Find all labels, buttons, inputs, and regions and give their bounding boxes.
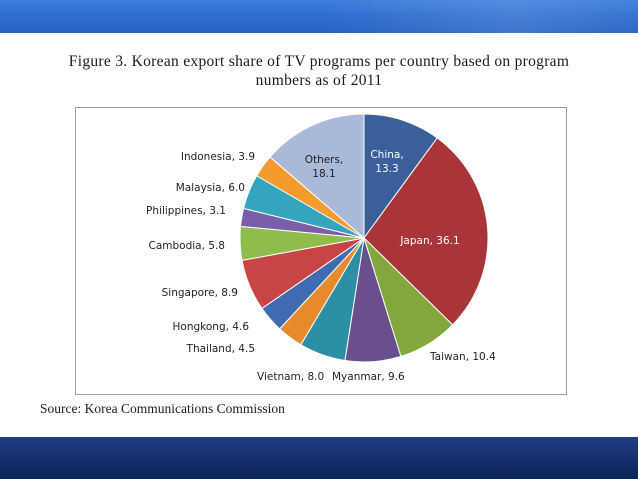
slice-label-cambodia: Cambodia, 5.8 — [149, 240, 225, 252]
slice-label-china: China, 13.3 — [370, 149, 403, 175]
slice-label-taiwan: Taiwan, 10.4 — [429, 351, 496, 363]
slice-label-philippines: Philippines, 3.1 — [146, 205, 226, 217]
slice-label-others: Others, 18.1 — [305, 154, 344, 180]
slice-label-vietnam: Vietnam, 8.0 — [257, 371, 324, 383]
slice-label-hongkong: Hongkong, 4.6 — [173, 321, 250, 333]
slice-label-indonesia: Indonesia, 3.9 — [181, 151, 255, 163]
chart-frame — [75, 107, 567, 395]
slice-label-singapore: Singapore, 8.9 — [162, 287, 238, 299]
pie-slice-china — [363, 113, 438, 240]
slice-label-malaysia: Malaysia, 6.0 — [176, 182, 245, 194]
header-sheen — [330, 0, 638, 33]
pie-slice-japan — [363, 137, 489, 326]
slice-label-japan: Japan, 36.1 — [399, 235, 459, 247]
figure-source: Source: Korea Communications Commission — [40, 401, 285, 416]
figure-caption: Figure 3. Korean export share of TV prog… — [68, 53, 570, 89]
header-band — [0, 0, 638, 33]
pie-slice-others — [269, 113, 365, 240]
slice-label-myanmar: Myanmar, 9.6 — [332, 371, 405, 383]
slice-label-thailand: Thailand, 4.5 — [186, 343, 255, 355]
footer-band — [0, 437, 638, 479]
